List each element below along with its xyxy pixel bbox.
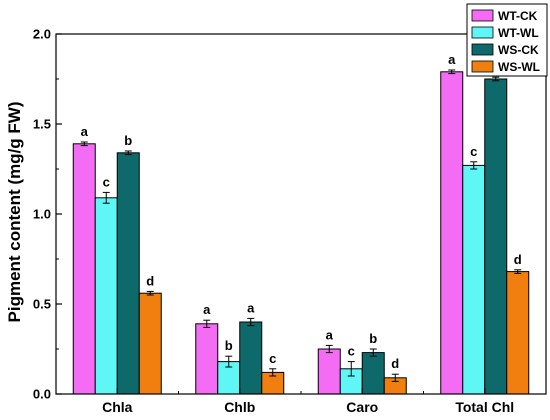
- significance-label: d: [146, 273, 154, 288]
- legend-label: WS-CK: [498, 43, 539, 57]
- error-bars-layer: [80, 69, 522, 382]
- legend-swatch: [471, 9, 494, 22]
- legend-swatch: [471, 43, 494, 56]
- y-tick-label: 1.5: [33, 117, 51, 132]
- significance-label: a: [247, 300, 255, 315]
- bar-wt-ck-chla: [72, 143, 96, 395]
- significance-label: b: [225, 338, 233, 353]
- significance-label: d: [514, 252, 522, 267]
- bar-wt-ck-chlb: [195, 323, 219, 395]
- bar-ws-ck-total-chl: [484, 78, 508, 395]
- significance-label: b: [124, 133, 132, 148]
- y-tick-label: 1.0: [33, 207, 51, 222]
- x-category-label: Caro: [346, 399, 378, 415]
- legend-label: WS-WL: [498, 60, 540, 74]
- significance-label: a: [81, 124, 89, 139]
- bar-ws-wl-total-chl: [506, 271, 530, 395]
- legend-swatch: [471, 26, 494, 39]
- y-tick-label: 2.0: [33, 27, 51, 42]
- bar-wt-wl-chla: [94, 197, 118, 395]
- bar-wt-ck-caro: [317, 348, 341, 395]
- significance-label: c: [103, 174, 110, 189]
- legend-label: WT-WL: [498, 26, 539, 40]
- bar-ws-wl-chla: [138, 292, 162, 395]
- significance-label: b: [369, 331, 377, 346]
- bar-ws-ck-chla: [116, 152, 140, 395]
- y-axis-title: Pigment content (mg/g FW): [5, 102, 24, 323]
- significance-label: c: [470, 144, 477, 159]
- significance-label: d: [391, 356, 399, 371]
- x-category-label: Chla: [102, 399, 133, 415]
- y-axis: 0.0 0.5 1.0 1.5 2.0: [33, 27, 62, 402]
- legend-swatch: [471, 60, 494, 73]
- significance-label: c: [348, 344, 355, 359]
- bar-wt-ck-total-chl: [440, 71, 464, 395]
- significance-label: a: [203, 302, 211, 317]
- legend-label: WT-CK: [498, 9, 538, 23]
- significance-label: c: [269, 351, 276, 366]
- x-category-label: Chlb: [224, 399, 255, 415]
- bars-layer: [72, 71, 530, 395]
- bar-ws-ck-chlb: [239, 321, 263, 395]
- y-tick-label: 0.0: [33, 387, 51, 402]
- legend: WT-CK WT-WL WS-CK WS-WL: [466, 3, 548, 77]
- bar-wt-wl-total-chl: [462, 164, 486, 395]
- bar-ws-ck-caro: [361, 352, 385, 395]
- significance-label: a: [326, 327, 334, 342]
- y-tick-label: 0.5: [33, 297, 51, 312]
- x-category-label: Total Chl: [455, 399, 514, 415]
- significance-label: a: [448, 52, 456, 67]
- x-axis: Chla Chlb Caro Total Chl: [102, 388, 514, 415]
